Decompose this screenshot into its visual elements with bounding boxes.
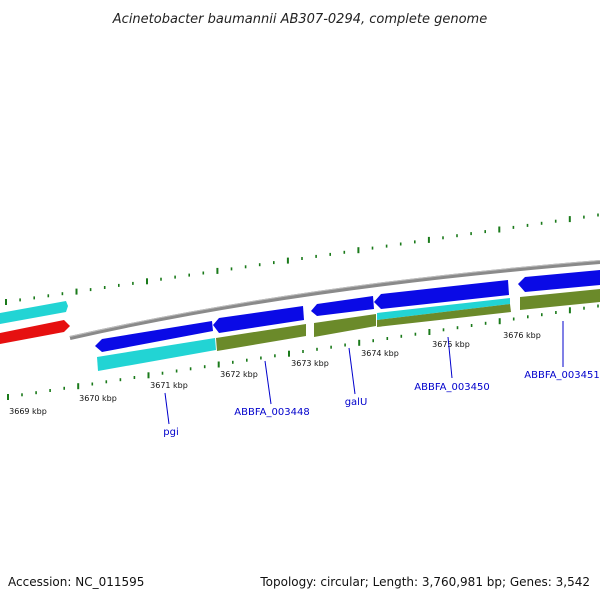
cds-galU-blue[interactable] (311, 296, 374, 316)
cds-ABBFA_003448-blue[interactable] (213, 306, 304, 333)
outer-tick-ring (5, 213, 599, 305)
gene-label[interactable]: pgi (163, 427, 178, 438)
leader-ABBFA_003448 (264, 360, 272, 405)
cds-cyan-arrow[interactable] (0, 301, 68, 324)
cds-pgi-blue[interactable] (95, 321, 213, 352)
tick-label: 3670 kbp (79, 394, 117, 403)
tick-label: 3669 kbp (9, 407, 47, 416)
leader-pgi (164, 392, 170, 425)
tick-labels: 3669 kbp 3670 kbp 3671 kbp 3672 kbp 3673… (9, 331, 541, 416)
feature-group-upper-left (0, 301, 70, 344)
cds-ABBFA_003451-blue[interactable] (518, 270, 600, 292)
cds-ABBFA_003450-olive[interactable] (377, 304, 511, 327)
inner-tick-ring (7, 304, 599, 400)
feature-group-lower (97, 289, 600, 371)
map-title: Acinetobacter baumannii AB307-0294, comp… (112, 12, 487, 27)
cds-pgi-cyan[interactable] (97, 338, 216, 371)
gene-leaders (164, 321, 564, 425)
backbone-ring (69, 260, 600, 340)
tick-label: 3672 kbp (220, 370, 258, 379)
cds-galU-olive[interactable] (314, 314, 376, 337)
gene-label[interactable]: ABBFA_003448 (234, 407, 309, 418)
feature-group-blue (95, 270, 600, 352)
summary-text: Topology: circular; Length: 3,760,981 bp… (259, 575, 590, 589)
leader-galU (348, 347, 356, 395)
tick-label: 3675 kbp (432, 340, 470, 349)
cds-ABBFA_003450-cyan[interactable] (377, 298, 510, 320)
cds-ABBFA_003448-olive[interactable] (216, 324, 306, 351)
gene-label[interactable]: ABBFA_003451 (524, 370, 599, 381)
accession-text: Accession: NC_011595 (8, 575, 144, 589)
gene-labels: pgi ABBFA_003448 galU ABBFA_003450 ABBFA… (163, 370, 599, 438)
gene-label[interactable]: galU (345, 397, 368, 408)
cds-ABBFA_003451-olive[interactable] (520, 289, 600, 310)
leader-ABBFA_003450 (447, 336, 453, 379)
tick-label: 3676 kbp (503, 331, 541, 340)
gene-label[interactable]: ABBFA_003450 (414, 382, 489, 393)
tick-label: 3671 kbp (150, 381, 188, 390)
cds-red-arrow[interactable] (0, 320, 70, 344)
tick-label: 3674 kbp (361, 349, 399, 358)
backbone-ring-highlight (69, 260, 600, 337)
tick-label: 3673 kbp (291, 359, 329, 368)
cds-ABBFA_003450-blue[interactable] (374, 280, 509, 309)
